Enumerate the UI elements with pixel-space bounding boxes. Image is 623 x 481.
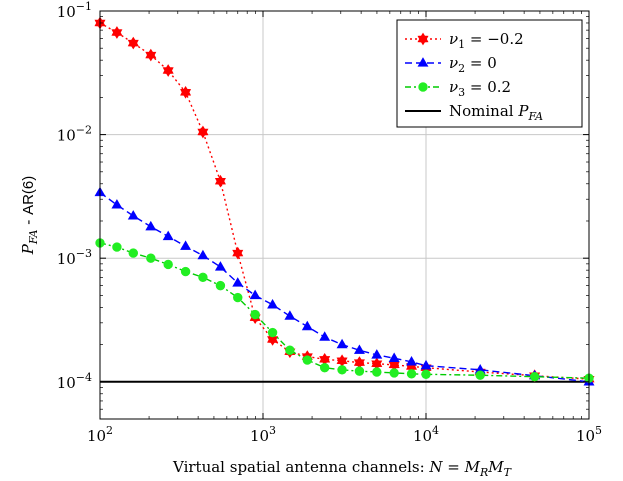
- data-point: [180, 240, 192, 250]
- data-point: [111, 199, 123, 209]
- data-point: [406, 356, 417, 366]
- plot-frame: [99, 10, 590, 420]
- tick-labels: 102 103 104 105 10−4 10−3 10−2 10−1: [57, 0, 602, 445]
- x-tick-label: 105: [576, 424, 602, 445]
- data-point: [336, 338, 348, 349]
- series-line: [99, 191, 590, 383]
- data-point: [372, 367, 382, 377]
- data-point: [267, 333, 279, 346]
- data-point: [111, 26, 123, 39]
- data-point: [285, 345, 295, 355]
- x-axis-label: Virtual spatial antenna channels: N = MR…: [172, 458, 513, 479]
- data-point: [302, 355, 313, 365]
- series-line: [99, 242, 590, 379]
- data-point: [127, 36, 139, 50]
- legend-entry: ν2 = 0: [405, 54, 497, 75]
- data-point: [215, 280, 226, 291]
- legend-label: ν1 = −0.2: [449, 30, 524, 51]
- series-3: [95, 238, 594, 383]
- data-point: [389, 368, 399, 378]
- data-point: [112, 242, 122, 252]
- data-point: [128, 248, 138, 258]
- legend: ν1 = −0.2 ν2 = 0 ν3 = 0.2 Nominal PFA: [396, 19, 583, 128]
- data-point: [301, 320, 313, 331]
- data-point: [180, 85, 192, 99]
- data-point: [267, 327, 278, 338]
- data-point: [163, 259, 173, 270]
- data-point: [353, 344, 365, 354]
- legend-box: [396, 19, 583, 128]
- data-point: [354, 366, 365, 376]
- data-point: [250, 309, 260, 320]
- legend-swatch-marker: [418, 82, 428, 92]
- data-point: [284, 310, 296, 320]
- x-tick-label: 104: [413, 424, 439, 445]
- series-layer: [94, 16, 595, 386]
- data-point: [232, 277, 244, 287]
- y-tick-label: 10−2: [57, 124, 92, 145]
- series-2: [94, 186, 595, 386]
- x-tick-label: 102: [87, 424, 113, 445]
- data-point: [162, 64, 174, 77]
- data-point: [180, 266, 191, 277]
- data-point: [336, 354, 348, 368]
- y-tick-label: 10−4: [57, 371, 92, 392]
- legend-swatch-marker: [417, 57, 429, 67]
- data-point: [420, 359, 432, 370]
- data-point: [233, 292, 243, 303]
- data-point: [127, 210, 139, 220]
- data-point: [388, 352, 400, 362]
- data-point: [319, 331, 331, 341]
- data-point: [197, 125, 209, 139]
- data-point: [198, 272, 208, 283]
- data-point: [146, 253, 156, 263]
- data-point: [145, 48, 157, 62]
- data-point: [214, 174, 226, 188]
- data-point: [232, 246, 244, 260]
- data-point: [197, 249, 209, 260]
- legend-entry: ν1 = −0.2: [405, 30, 524, 51]
- data-point: [162, 230, 174, 241]
- legend-entry: ν3 = 0.2: [405, 78, 511, 99]
- data-point: [214, 261, 226, 271]
- y-tick-label: 10−3: [57, 247, 92, 268]
- data-point: [337, 365, 347, 375]
- y-axis-label: PFA - AR(6): [19, 176, 40, 256]
- legend-swatch-marker: [417, 32, 429, 46]
- data-point: [145, 220, 157, 231]
- data-point: [319, 363, 330, 373]
- legend-entry: Nominal PFA: [405, 102, 543, 123]
- y-tick-label: 10−1: [57, 0, 92, 21]
- legend-label: ν2 = 0: [449, 54, 497, 75]
- data-point: [249, 289, 261, 300]
- legend-label: ν3 = 0.2: [449, 78, 511, 99]
- data-point: [475, 370, 485, 380]
- x-tick-label: 103: [250, 424, 276, 445]
- data-point: [267, 298, 279, 309]
- data-point: [529, 371, 540, 382]
- data-point: [406, 369, 417, 379]
- legend-label: Nominal PFA: [449, 102, 543, 123]
- data-point: [421, 369, 431, 379]
- data-point: [371, 349, 383, 359]
- plot-border: [99, 10, 590, 420]
